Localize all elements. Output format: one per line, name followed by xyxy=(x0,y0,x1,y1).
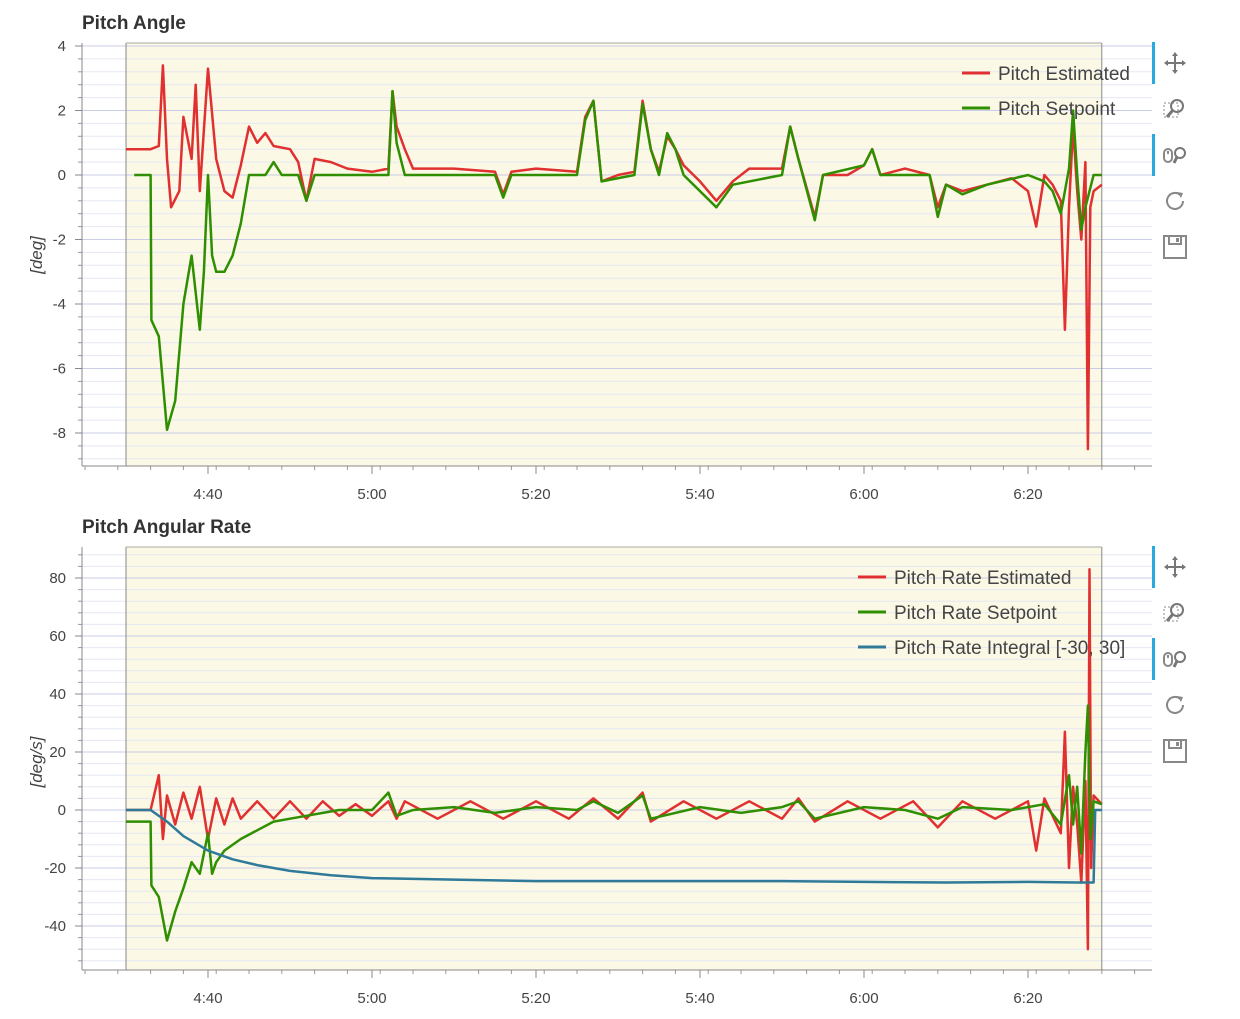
y-tick-label: 0 xyxy=(58,802,66,819)
pitch-rate-chart[interactable]: 80 60 40 20 0 -20 -40 4:40 5:00 5:20 5:40 6:00 6:20 [… xyxy=(0,504,1240,1019)
save-tool-button[interactable] xyxy=(1150,730,1200,772)
series-line xyxy=(126,704,1103,942)
y-tick-label: 80 xyxy=(49,570,66,587)
x-tick-label: 6:00 xyxy=(849,990,878,1007)
x-tick-label: 5:40 xyxy=(685,990,714,1007)
chart-title: Pitch Angular Rate xyxy=(82,517,252,538)
series-line xyxy=(126,64,1103,451)
y-tick-label: -40 xyxy=(44,918,66,935)
reset-tool-button[interactable] xyxy=(1150,684,1200,726)
y-tick-label: -2 xyxy=(53,232,66,249)
x-tick-label: 4:40 xyxy=(193,990,222,1007)
box-zoom-tool-button[interactable] xyxy=(1150,592,1200,634)
y-tick-label: -20 xyxy=(44,860,66,877)
x-tick-label: 6:00 xyxy=(849,486,878,503)
y-tick-label: 4 xyxy=(58,38,66,55)
save-icon xyxy=(1163,739,1187,763)
chart-title: Pitch Angle xyxy=(82,13,186,34)
reset-tool-button[interactable] xyxy=(1150,180,1200,222)
box-zoom-icon xyxy=(1163,603,1184,622)
legend-label: Pitch Rate Estimated xyxy=(894,568,1071,589)
x-tick-label: 4:40 xyxy=(193,486,222,503)
save-icon xyxy=(1163,235,1187,259)
x-tick-label: 5:40 xyxy=(685,486,714,503)
y-tick-label: -6 xyxy=(53,361,66,378)
pitch-angle-chart[interactable]: 4 2 0 -2 -4 -6 -8 4:40 5:00 5:20 5:40 6:00 6:20 [deg]… xyxy=(0,0,1240,505)
series-group xyxy=(126,568,1103,951)
y-axis-label: [deg/s] xyxy=(27,735,46,788)
legend-label: Pitch Rate Integral [-30, 30] xyxy=(894,638,1125,659)
reset-icon xyxy=(1166,695,1184,714)
y-tick-label: 60 xyxy=(49,628,66,645)
save-tool-button[interactable] xyxy=(1150,226,1200,268)
box-zoom-icon xyxy=(1163,99,1184,118)
y-tick-label: -8 xyxy=(53,425,66,442)
plot-background xyxy=(126,547,1102,970)
y-axis-label: [deg] xyxy=(27,235,46,275)
box-zoom-tool-button[interactable] xyxy=(1150,88,1200,130)
legend: Pitch Estimated Pitch Setpoint xyxy=(962,64,1130,120)
x-tick-label: 6:20 xyxy=(1013,990,1042,1007)
legend-label: Pitch Estimated xyxy=(998,64,1130,85)
pitch-angle-panel: Pitch Angle 4 2 0 -2 -4 -6 -8 4:40 5:00 5:20 5:40 6… xyxy=(0,0,1240,505)
wheel-zoom-icon xyxy=(1163,147,1186,164)
reset-icon xyxy=(1166,191,1184,210)
legend-label: Pitch Setpoint xyxy=(998,99,1116,120)
x-tick-label: 5:20 xyxy=(521,486,550,503)
plot-background xyxy=(126,43,1102,466)
x-tick-label: 5:20 xyxy=(521,990,550,1007)
y-tick-label: 0 xyxy=(58,167,66,184)
pan-icon xyxy=(1164,52,1186,74)
y-tick-label: 40 xyxy=(49,686,66,703)
series-line xyxy=(126,568,1103,951)
x-tick-label: 5:00 xyxy=(357,990,386,1007)
legend-label: Pitch Rate Setpoint xyxy=(894,603,1057,624)
wheel-zoom-tool-button[interactable] xyxy=(1150,134,1200,176)
pan-icon xyxy=(1164,556,1186,578)
pan-tool-button[interactable] xyxy=(1150,42,1200,84)
x-tick-label: 5:00 xyxy=(357,486,386,503)
pitch-rate-panel: Pitch Angular Rate 80 60 40 20 0 -20 -40 4:40 5:… xyxy=(0,504,1240,1019)
series-line xyxy=(134,89,1102,432)
x-tick-label: 6:20 xyxy=(1013,486,1042,503)
minor-grid xyxy=(78,58,1152,460)
legend: Pitch Rate Estimated Pitch Rate Setpoint P… xyxy=(858,568,1125,659)
y-tick-label: -4 xyxy=(53,296,66,313)
wheel-zoom-icon xyxy=(1163,651,1186,668)
pan-tool-button[interactable] xyxy=(1150,546,1200,588)
wheel-zoom-tool-button[interactable] xyxy=(1150,638,1200,680)
y-tick-label: 2 xyxy=(58,103,66,120)
series-group xyxy=(126,64,1103,451)
series-line xyxy=(126,808,1102,884)
y-tick-label: 20 xyxy=(49,744,66,761)
